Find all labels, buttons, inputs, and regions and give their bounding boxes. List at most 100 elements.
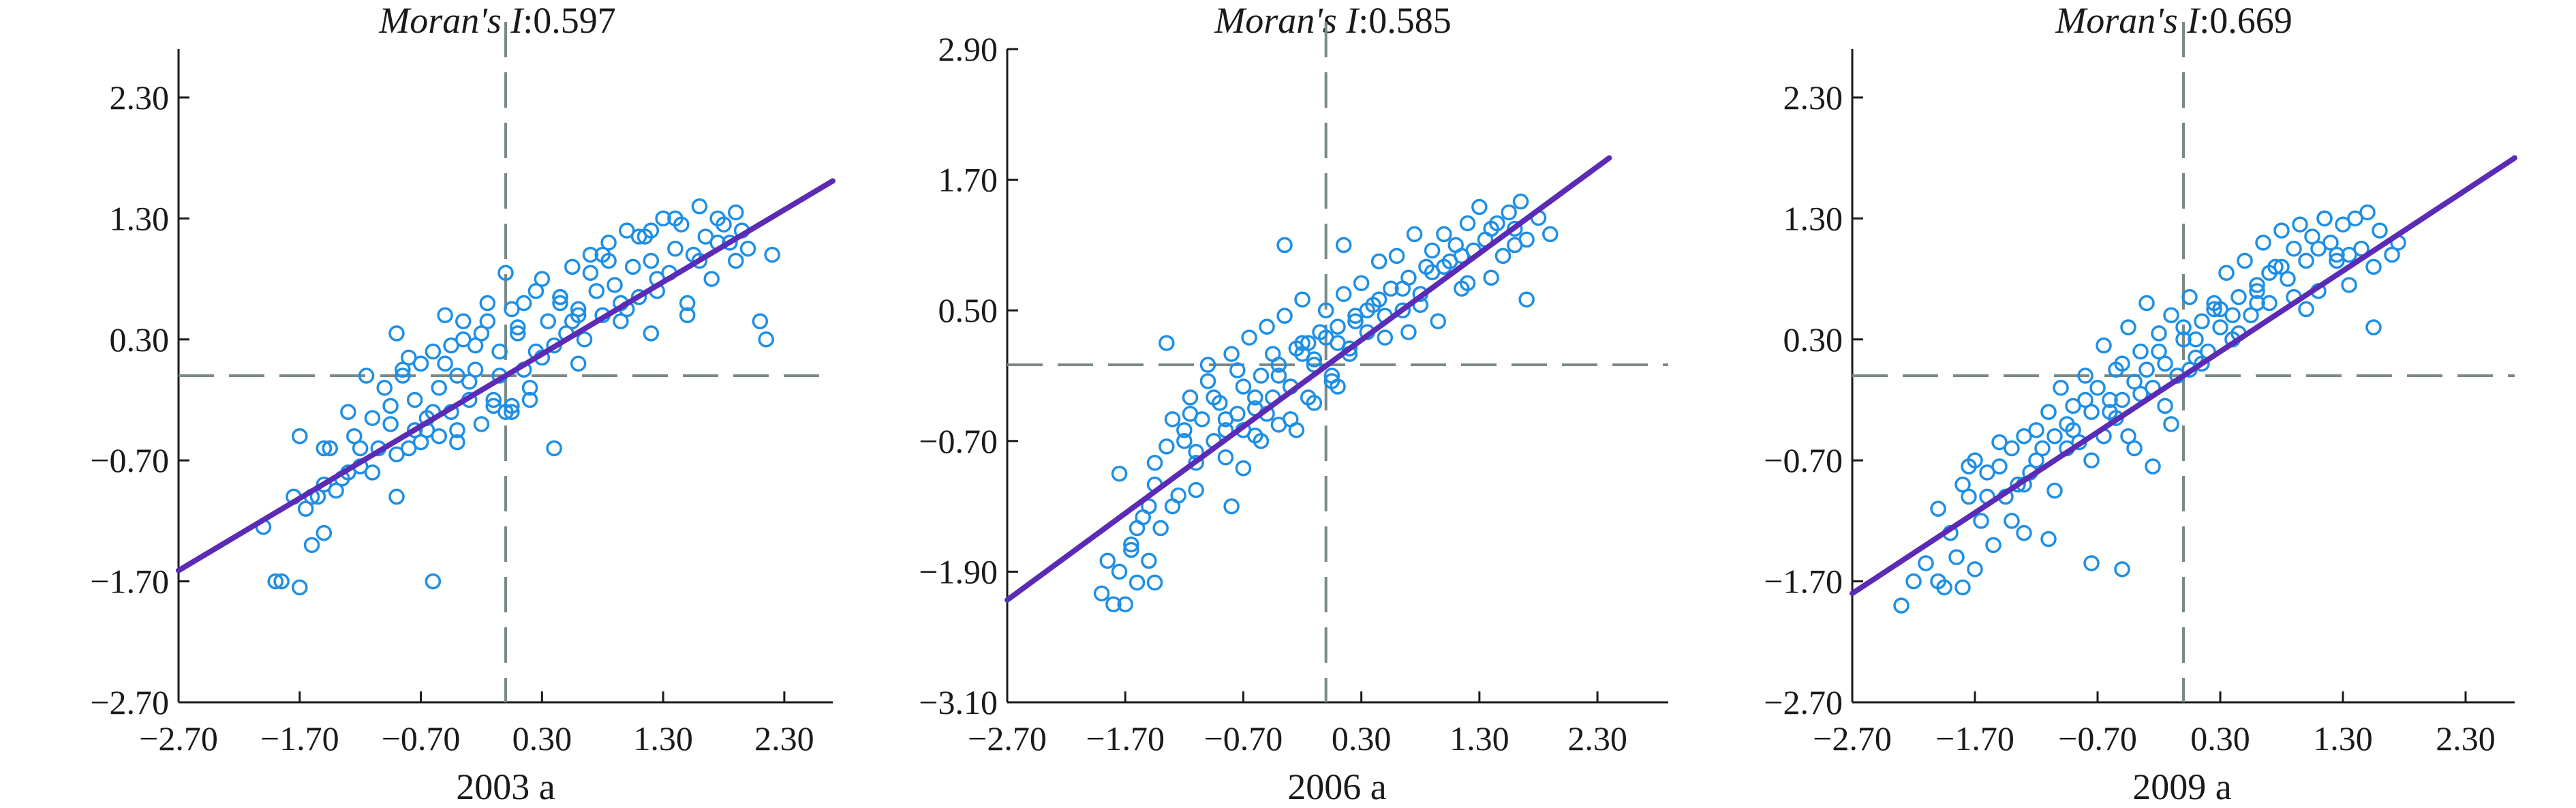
- scatter-point: [1247, 389, 1263, 406]
- scatter-point: [2341, 277, 2357, 293]
- scatter-point: [437, 307, 453, 324]
- x-tick-label: −1.70: [260, 719, 339, 758]
- panel-title: Moran's I:0.597: [378, 0, 616, 41]
- scatter-point: [2065, 422, 2081, 438]
- scatter-point: [2040, 530, 2057, 548]
- scatter-point: [600, 235, 617, 251]
- scatter-point: [2120, 319, 2136, 335]
- scatter-point: [1961, 458, 1977, 475]
- panel-xlabel: 2009 a: [2132, 766, 2232, 807]
- y-tick-label: 0.50: [938, 291, 998, 329]
- scatter-point: [2120, 428, 2136, 445]
- scatter-point: [1388, 248, 1405, 265]
- x-tick-label: 1.30: [2313, 719, 2373, 758]
- scatter-point: [2359, 204, 2376, 221]
- scatter-point: [473, 325, 490, 342]
- regression-line: [1850, 155, 2517, 597]
- scatter-point: [340, 404, 356, 420]
- scatter-point: [1270, 417, 1287, 433]
- scatter-point: [510, 325, 526, 342]
- scatter-point: [1123, 536, 1139, 553]
- scatter-point: [1954, 579, 1971, 596]
- scatter-point: [643, 325, 660, 342]
- scatter-point: [643, 252, 660, 269]
- scatter-point: [376, 379, 393, 396]
- scatter-point: [1979, 464, 1995, 481]
- scatter-point: [1512, 193, 1529, 210]
- scatter-point: [1400, 324, 1417, 340]
- scatter-point: [1270, 368, 1287, 384]
- scatter-point: [2126, 440, 2143, 457]
- panel-title-value: :0.597: [523, 0, 616, 41]
- scatter-point: [697, 228, 714, 245]
- scatter-point: [764, 246, 780, 263]
- scatter-point: [2335, 216, 2351, 233]
- scatter-point: [1294, 291, 1310, 308]
- scatter-point: [2316, 210, 2333, 227]
- scatter-point: [303, 537, 320, 554]
- scatter-point: [401, 349, 417, 366]
- scatter-point: [2243, 307, 2259, 324]
- scatter-point: [1317, 329, 1334, 346]
- scatter-point: [1518, 291, 1535, 308]
- scatter-point: [2016, 524, 2032, 541]
- x-tick-label: 1.30: [633, 719, 693, 758]
- scatter-point: [691, 198, 708, 215]
- scatter-point: [2028, 452, 2044, 468]
- scatter-point: [395, 361, 411, 378]
- scatter-point: [552, 288, 568, 305]
- scatter-point: [449, 434, 465, 451]
- scatter-point: [1483, 269, 1499, 286]
- scatter-point: [2298, 252, 2314, 269]
- scatter-point: [619, 222, 635, 239]
- scatter-point: [401, 440, 417, 457]
- y-tick-label: −0.70: [919, 422, 998, 460]
- scatter-point: [624, 258, 641, 275]
- y-tick-label: −0.70: [1764, 441, 1843, 479]
- scatter-point: [479, 295, 496, 312]
- scatter-point: [1459, 215, 1476, 232]
- scatter-point: [2114, 391, 2130, 408]
- scatter-point: [2004, 513, 2020, 529]
- x-tick-label: −1.70: [1935, 719, 2014, 758]
- scatter-point: [1501, 204, 1517, 221]
- scatter-point: [600, 252, 617, 269]
- y-tick-label: 2.90: [938, 30, 998, 68]
- scatter-point: [1494, 248, 1512, 265]
- scatter-point: [2163, 416, 2179, 432]
- scatter-point: [728, 252, 744, 269]
- scatter-point: [2175, 331, 2192, 348]
- y-tick-label: 2.30: [110, 78, 170, 117]
- moran-panel-2003: Moran's I:0.597 2003 a −2.70 −1.70 −0.70 0.…: [90, 0, 835, 807]
- scatter-point: [2365, 258, 2382, 275]
- y-tick-label: 0.30: [110, 320, 170, 359]
- y-tick-label: −2.70: [1764, 683, 1843, 721]
- scatter-point: [1967, 561, 1983, 578]
- scatter-point: [1093, 585, 1110, 602]
- scatter-point: [328, 482, 344, 499]
- scatter-point: [2194, 313, 2210, 329]
- scatter-point: [2347, 210, 2363, 227]
- scatter-point: [691, 252, 708, 269]
- scatter-point: [388, 488, 405, 505]
- scatter-point: [412, 355, 429, 372]
- scatter-point: [2218, 265, 2235, 281]
- scatter-point: [1905, 573, 1922, 590]
- scatter-point: [497, 265, 514, 281]
- scatter-point: [1199, 357, 1216, 373]
- scatter-point: [2083, 555, 2100, 571]
- scatter-point: [527, 283, 545, 299]
- scatter-point: [2102, 391, 2118, 408]
- scatter-point: [1973, 513, 1989, 529]
- scatter-point: [1294, 335, 1310, 351]
- scatter-point: [395, 368, 411, 384]
- scatter-point: [1436, 226, 1452, 243]
- scatter-point: [2206, 295, 2222, 312]
- scatter-point: [2273, 258, 2290, 275]
- scatter-point: [2255, 235, 2271, 251]
- scatter-point: [2298, 301, 2314, 318]
- scatter-point: [2341, 246, 2357, 263]
- x-tick-label: −0.70: [1204, 719, 1283, 758]
- y-tick-label: −1.70: [1764, 563, 1843, 601]
- scatter-point: [570, 355, 587, 372]
